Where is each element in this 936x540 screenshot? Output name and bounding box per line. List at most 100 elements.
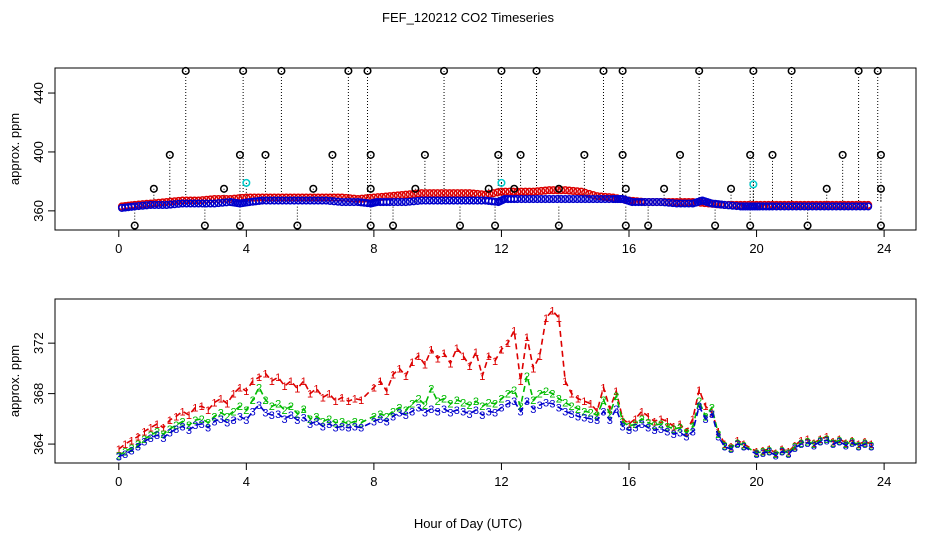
data-point-blue [720, 200, 729, 210]
series-marker-red: 1 [613, 386, 619, 398]
series-marker-red: 1 [785, 447, 791, 459]
series-marker-red: 1 [199, 401, 205, 413]
data-point-blue-fill [836, 202, 845, 211]
series-marker-blue: 3 [607, 415, 613, 427]
data-point-blue [864, 202, 873, 211]
series-marker-red: 1 [243, 386, 249, 398]
chart-title: FEF_120212 CO2 Timeseries [382, 10, 554, 25]
series-marker-green: 2 [588, 408, 594, 420]
data-point-blue-fill [134, 202, 143, 211]
data-point-red-fill [461, 189, 470, 198]
series-marker-green: 2 [620, 416, 626, 428]
series-marker-red: 1 [237, 382, 243, 394]
data-point-blue-fill [541, 195, 550, 204]
series-marker-red: 1 [639, 406, 645, 418]
series-marker-blue: 3 [830, 439, 836, 451]
data-point-blue-fill [453, 196, 462, 205]
series-marker-green: 2 [224, 411, 230, 423]
series-marker-green: 2 [492, 399, 498, 411]
series-marker-green: 2 [594, 410, 600, 422]
data-point-red-fill [525, 187, 534, 196]
series-marker-blue: 3 [779, 447, 785, 459]
series-marker-red: 1 [505, 338, 511, 350]
series-marker-blue: 3 [626, 425, 632, 437]
data-point-blue-fill [660, 198, 669, 207]
data-point-black-bottom [235, 221, 245, 230]
series-marker-green: 2 [307, 414, 313, 426]
series-marker-red: 1 [671, 421, 677, 433]
data-point-blue-fill [844, 202, 853, 211]
data-point-blue-fill [652, 197, 661, 207]
data-point-blue-fill [860, 202, 869, 211]
data-point-blue [385, 197, 394, 207]
series-marker-green: 2 [741, 440, 747, 452]
series-marker-blue: 3 [613, 404, 619, 416]
series-marker-blue: 3 [173, 424, 179, 436]
data-point-red-fill [537, 186, 546, 196]
data-point-red-fill [429, 189, 438, 198]
series-marker-red: 1 [868, 439, 874, 451]
series-marker-green: 2 [326, 414, 332, 426]
series-marker-red: 1 [658, 414, 664, 426]
series-marker-green: 2 [186, 420, 192, 432]
series-marker-blue: 3 [639, 419, 645, 431]
series-marker-green: 2 [199, 414, 205, 426]
series-marker-blue: 3 [454, 405, 460, 417]
data-point-blue-fill [186, 199, 195, 208]
series-marker-blue: 3 [588, 414, 594, 426]
data-point-black-bottom [803, 221, 812, 230]
series-marker-blue: 3 [218, 414, 224, 426]
series-marker-blue: 3 [205, 423, 211, 435]
series-marker-blue: 3 [371, 416, 377, 428]
data-point-blue-fill [473, 196, 482, 205]
series-marker-blue: 3 [562, 406, 568, 418]
series-marker-blue: 3 [722, 442, 728, 454]
data-point-black-bottom [621, 221, 630, 230]
series-marker-blue: 3 [179, 421, 185, 433]
series-marker-green: 2 [632, 419, 638, 431]
data-point-black-low [149, 184, 158, 193]
series-marker-green: 2 [250, 395, 256, 407]
data-point-blue-fill [278, 196, 287, 205]
series-marker-blue: 3 [696, 401, 702, 413]
data-point-black-high [854, 66, 863, 75]
data-point-blue-fill [553, 195, 562, 204]
series-marker-green: 2 [600, 395, 606, 407]
data-point-blue-fill [325, 196, 335, 205]
series-marker-red: 1 [454, 343, 460, 355]
series-marker-green: 2 [128, 443, 134, 455]
series-marker-red: 1 [447, 358, 453, 370]
data-point-cyan [242, 178, 251, 187]
data-point-blue [322, 196, 331, 205]
data-point-black-mid [746, 150, 755, 159]
series-marker-red: 1 [307, 389, 313, 401]
data-point-red-fill [445, 189, 454, 198]
series-marker-green: 2 [409, 399, 415, 411]
series-marker-green: 2 [677, 423, 683, 435]
series-marker-red: 1 [320, 392, 326, 404]
series-marker-blue: 3 [466, 409, 472, 421]
series-marker-blue: 3 [620, 421, 626, 433]
data-point-blue-fill [421, 196, 430, 205]
data-point-blue-fill [565, 195, 574, 204]
series-marker-red: 1 [205, 405, 211, 417]
plot-frame [54, 298, 917, 464]
data-point-blue-fill [840, 202, 849, 211]
series-marker-blue: 3 [549, 399, 555, 411]
data-point-black-low [660, 184, 669, 193]
x-tick-label: 24 [877, 474, 891, 489]
series-marker-green: 2 [122, 447, 128, 459]
series-marker-green: 2 [626, 421, 632, 433]
series-marker-green: 2 [511, 385, 517, 397]
data-point-blue-fill [166, 200, 175, 209]
series-marker-blue: 3 [632, 423, 638, 435]
series-marker-red: 1 [620, 414, 626, 426]
series-marker-red: 1 [632, 414, 638, 426]
data-point-black-high [873, 66, 882, 75]
data-point-red [497, 187, 506, 196]
series-marker-blue: 3 [785, 449, 791, 461]
series-marker-blue: 3 [396, 408, 402, 420]
series-marker-red: 1 [358, 395, 364, 407]
data-point-black-mid [516, 150, 525, 159]
